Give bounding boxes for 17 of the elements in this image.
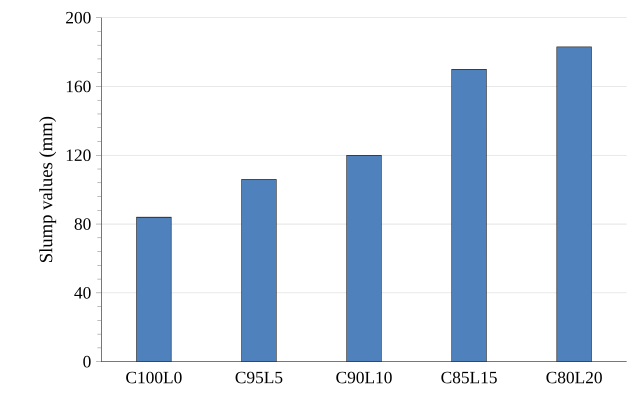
x-tick-label: C85L15 [441,372,497,384]
y-tick-label: 80 [74,218,91,230]
y-axis-title: Slump values (mm) [39,116,56,262]
bar [452,69,486,362]
y-tick-label: 0 [83,356,91,368]
bar [346,155,382,362]
x-tick-label: C100L0 [126,372,182,384]
x-tick-label: C90L10 [336,372,392,384]
bar [242,179,276,362]
bar [136,217,172,362]
y-tick-label: 200 [66,12,91,24]
y-tick-label: 160 [66,80,91,92]
x-tick-label: C80L20 [546,372,602,384]
x-tick-label: C95L5 [236,372,282,384]
y-tick-label: 40 [74,287,91,299]
bar [556,46,592,362]
y-tick-label: 120 [66,149,91,162]
